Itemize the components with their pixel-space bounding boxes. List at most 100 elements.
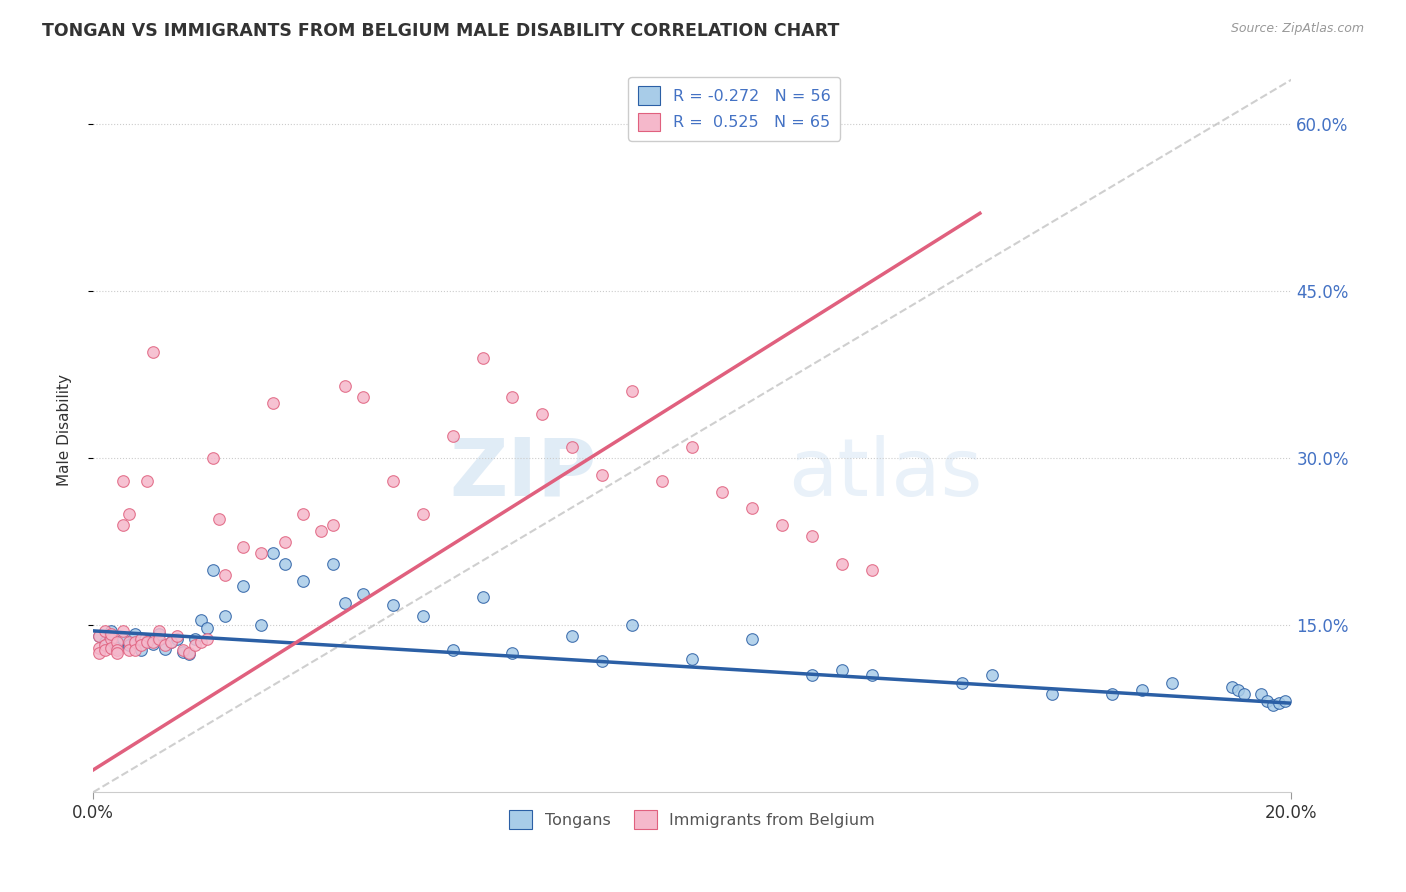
Point [148,632,170,646]
Text: ZIP: ZIP [449,434,596,513]
Point [105,646,128,660]
Point [172,642,194,657]
Point [249,546,271,560]
Point [352,587,374,601]
Point [94,635,117,649]
Point [501,646,523,660]
Point [177,647,200,661]
Point [142,635,165,649]
Point [262,546,284,560]
Point [111,518,134,533]
Point [621,384,644,399]
Point [166,632,188,646]
Point [1232,687,1254,701]
Point [111,624,134,638]
Point [118,507,141,521]
Point [471,591,494,605]
Y-axis label: Male Disability: Male Disability [58,375,72,486]
Point [1040,687,1063,701]
Point [770,117,793,131]
Point [741,632,763,646]
Point [1256,694,1278,708]
Point [160,635,183,649]
Point [322,518,344,533]
Point [501,390,523,404]
Point [232,541,254,555]
Point [681,440,703,454]
Point [124,627,146,641]
Point [322,557,344,571]
Point [681,651,703,665]
Point [1268,696,1291,710]
Point [860,563,883,577]
Point [214,568,236,582]
Point [561,629,583,643]
Point [201,451,224,466]
Point [105,642,128,657]
Point [333,596,356,610]
Point [249,618,271,632]
Point [441,642,464,657]
Point [105,640,128,655]
Point [172,645,194,659]
Point [262,395,284,409]
Point [190,613,212,627]
Point [160,635,183,649]
Point [87,629,110,643]
Point [214,609,236,624]
Point [831,663,853,677]
Point [561,440,583,454]
Point [94,624,117,638]
Point [741,501,763,516]
Point [100,627,122,641]
Point [87,646,110,660]
Point [190,635,212,649]
Point [711,484,734,499]
Point [1250,687,1272,701]
Point [142,637,165,651]
Point [412,507,434,521]
Point [381,474,404,488]
Point [177,646,200,660]
Point [105,635,128,649]
Point [124,642,146,657]
Point [148,624,170,638]
Point [1101,687,1123,701]
Point [770,518,793,533]
Point [1226,682,1249,697]
Point [1160,676,1182,690]
Point [980,668,1002,682]
Point [136,635,159,649]
Text: Source: ZipAtlas.com: Source: ZipAtlas.com [1230,22,1364,36]
Point [651,474,673,488]
Point [1220,680,1243,694]
Legend: Tongans, Immigrants from Belgium: Tongans, Immigrants from Belgium [503,804,882,835]
Point [381,599,404,613]
Point [111,632,134,646]
Point [352,390,374,404]
Point [291,574,314,588]
Point [129,642,152,657]
Text: TONGAN VS IMMIGRANTS FROM BELGIUM MALE DISABILITY CORRELATION CHART: TONGAN VS IMMIGRANTS FROM BELGIUM MALE D… [42,22,839,40]
Point [195,620,218,634]
Point [1130,682,1153,697]
Point [100,640,122,655]
Point [118,642,141,657]
Point [142,345,165,359]
Point [531,407,554,421]
Point [111,474,134,488]
Point [184,632,207,646]
Point [129,632,152,646]
Point [136,474,159,488]
Point [136,633,159,648]
Point [291,507,314,521]
Point [195,632,218,646]
Point [412,609,434,624]
Point [441,429,464,443]
Point [148,627,170,641]
Point [87,629,110,643]
Point [471,351,494,365]
Point [94,638,117,652]
Point [309,524,332,538]
Point [201,563,224,577]
